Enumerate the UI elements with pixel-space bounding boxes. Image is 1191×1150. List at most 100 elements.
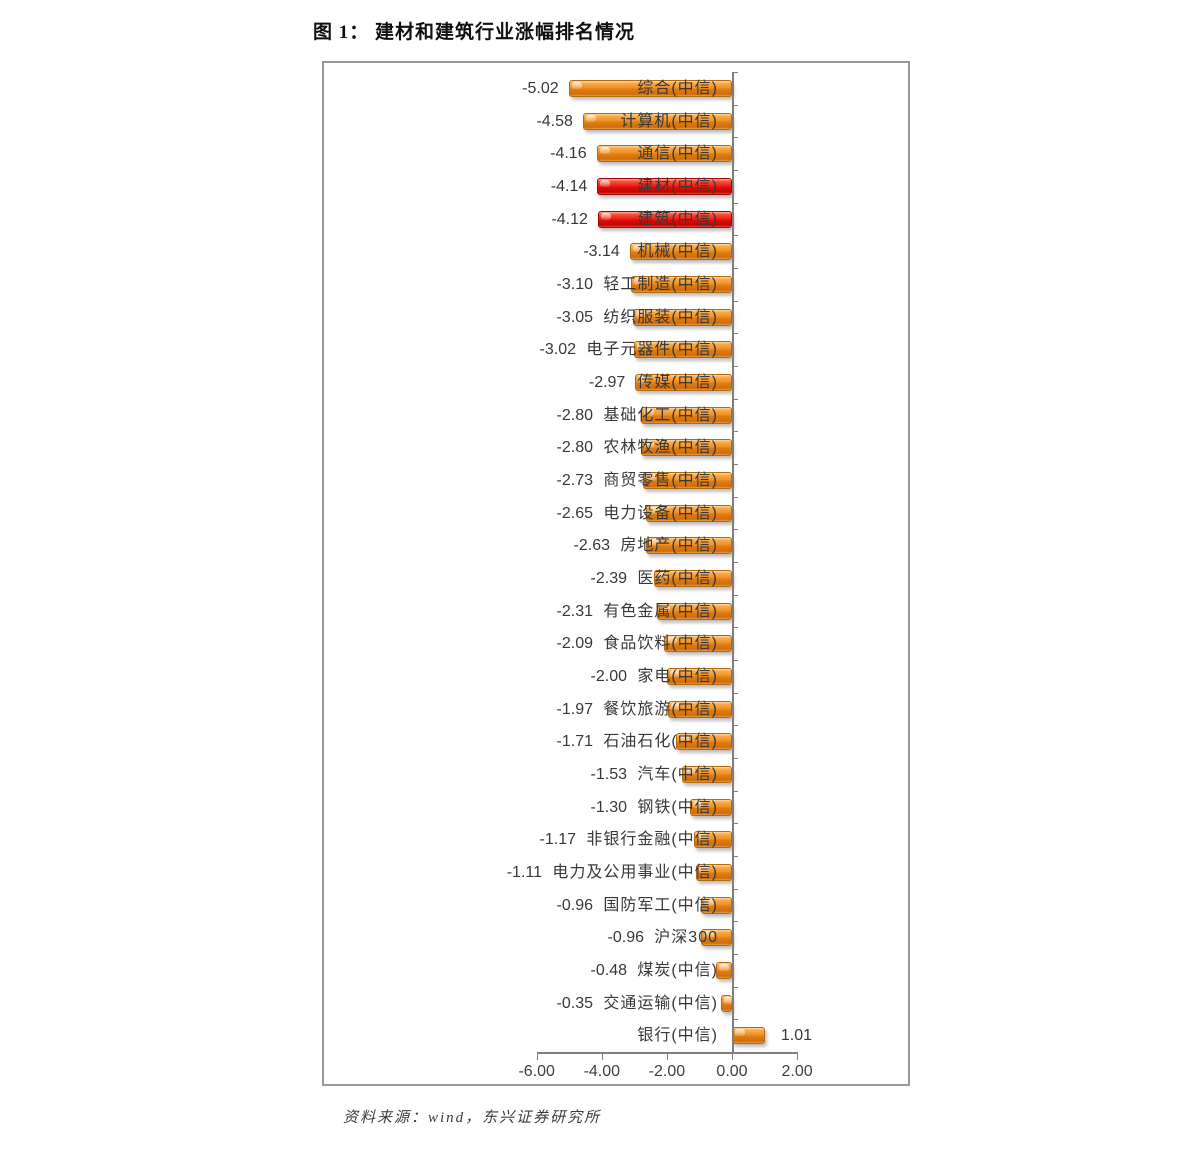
bar-chart-plot: -6.00 -4.00 -2.00 0.00 2.00 综合(中信) -5.02 计算机(中信…	[324, 63, 908, 1084]
category-label: 轻工制造(中信)	[603, 276, 718, 293]
value-label: -5.02	[522, 80, 559, 97]
value-axis-tick	[732, 627, 738, 629]
category-label: 餐饮旅游(中信)	[603, 700, 718, 718]
value-axis-tick	[732, 366, 738, 367]
bar	[629, 243, 732, 261]
value-label: -3.02	[539, 341, 576, 359]
category-label: 纺织服装(中信)	[603, 308, 718, 326]
axis-tick-label: -2.00	[648, 1063, 686, 1080]
category-label: 电力设备(中信)	[603, 504, 718, 522]
bar	[597, 177, 732, 195]
bar	[716, 961, 732, 979]
value-axis-tick	[732, 594, 738, 596]
bar	[633, 341, 732, 359]
value-label: 1.01	[780, 1027, 813, 1045]
axis-tick-label: -6.00	[518, 1063, 555, 1080]
bar	[656, 602, 732, 620]
bar	[695, 863, 732, 881]
value-axis-tick	[732, 333, 738, 335]
value-label: -2.00	[590, 668, 627, 685]
bar	[689, 798, 732, 816]
value-label: -1.17	[539, 831, 576, 849]
value-axis-tick	[732, 562, 738, 563]
value-axis-tick	[732, 137, 738, 139]
value-label: -2.73	[556, 472, 593, 489]
bar	[654, 569, 732, 587]
value-axis-tick	[732, 856, 738, 857]
value-axis-tick	[732, 888, 738, 890]
value-axis-tick	[732, 496, 738, 498]
value-label: -3.10	[556, 276, 593, 293]
value-axis-tick	[732, 104, 738, 106]
value-axis-tick	[732, 1052, 738, 1053]
bottom-axis-tick	[666, 1052, 668, 1060]
category-label: 家电(中信)	[637, 668, 718, 685]
value-label: -2.97	[588, 374, 626, 391]
bar	[582, 112, 732, 130]
value-label: -1.30	[590, 798, 627, 816]
category-label: 计算机(中信)	[620, 112, 718, 130]
bar	[631, 275, 732, 293]
category-label: 基础化工(中信)	[603, 406, 718, 424]
value-label: -1.11	[506, 864, 542, 881]
axis-tick-label: 2.00	[781, 1063, 813, 1080]
category-label: 建筑(中信)	[637, 210, 718, 228]
bottom-axis-tick	[797, 1052, 799, 1060]
category-label: 农林牧渔(中信)	[603, 439, 718, 457]
value-label: -3.05	[556, 308, 593, 326]
bar	[640, 439, 732, 457]
value-axis-tick	[732, 1019, 738, 1021]
value-label: -2.63	[573, 537, 610, 555]
bottom-axis-tick	[732, 1052, 733, 1060]
value-label: -3.14	[583, 243, 620, 261]
figure-title: 图 1： 建材和建筑行业涨幅排名情况	[313, 22, 636, 43]
value-axis-tick	[732, 692, 738, 694]
axis-tick-label: 0.00	[716, 1063, 748, 1080]
bar	[720, 994, 735, 1012]
value-axis-tick	[732, 823, 738, 825]
category-label: 有色金属(中信)	[603, 602, 718, 620]
value-label: -1.97	[556, 700, 593, 718]
bar	[682, 765, 732, 783]
category-label: 建材(中信)	[637, 178, 718, 195]
category-label: 房地产(中信)	[620, 537, 718, 555]
value-label: -4.16	[550, 145, 587, 163]
category-label: 国防军工(中信)	[603, 896, 718, 914]
chart-area: -6.00 -4.00 -2.00 0.00 2.00 综合(中信) -5.02 计算机(中信…	[322, 61, 910, 1086]
category-label: 医药(中信)	[637, 570, 718, 587]
bar	[596, 145, 732, 163]
category-label: 机械(中信)	[637, 243, 718, 261]
bar	[646, 537, 732, 555]
value-axis-tick	[732, 660, 738, 661]
value-label: -2.31	[556, 602, 593, 620]
category-label: 石油石化(中信)	[603, 733, 718, 751]
value-label: -1.71	[556, 733, 593, 751]
category-label: 银行(中信)	[637, 1027, 718, 1045]
value-label: -2.80	[556, 406, 593, 424]
category-label: 钢铁(中信)	[637, 798, 718, 816]
value-axis-tick	[732, 790, 738, 792]
bar	[597, 210, 732, 228]
bar	[676, 733, 732, 751]
bar	[643, 471, 732, 489]
value-axis-tick	[732, 170, 738, 171]
axis-tick-label: -4.00	[583, 1063, 621, 1080]
value-axis-tick	[732, 464, 738, 465]
category-label: 通信(中信)	[637, 145, 718, 163]
bar	[663, 635, 732, 653]
value-label: -0.96	[607, 929, 644, 947]
category-label: 交通运输(中信)	[603, 994, 718, 1012]
bar	[693, 831, 732, 849]
bar	[667, 700, 732, 718]
category-label: 食品饮料(中信)	[603, 635, 718, 653]
bar	[700, 896, 732, 914]
value-axis-tick	[732, 268, 738, 269]
value-axis-tick	[732, 758, 738, 759]
source-note: 资料来源：wind，东兴证券研究所	[343, 1110, 602, 1126]
value-label: -2.65	[556, 504, 593, 522]
category-label: 电力及公用事业(中信)	[552, 864, 718, 881]
bar	[632, 308, 732, 326]
value-label: -4.14	[550, 178, 588, 195]
bottom-axis-tick	[536, 1052, 538, 1060]
category-label: 综合(中信)	[637, 80, 718, 97]
